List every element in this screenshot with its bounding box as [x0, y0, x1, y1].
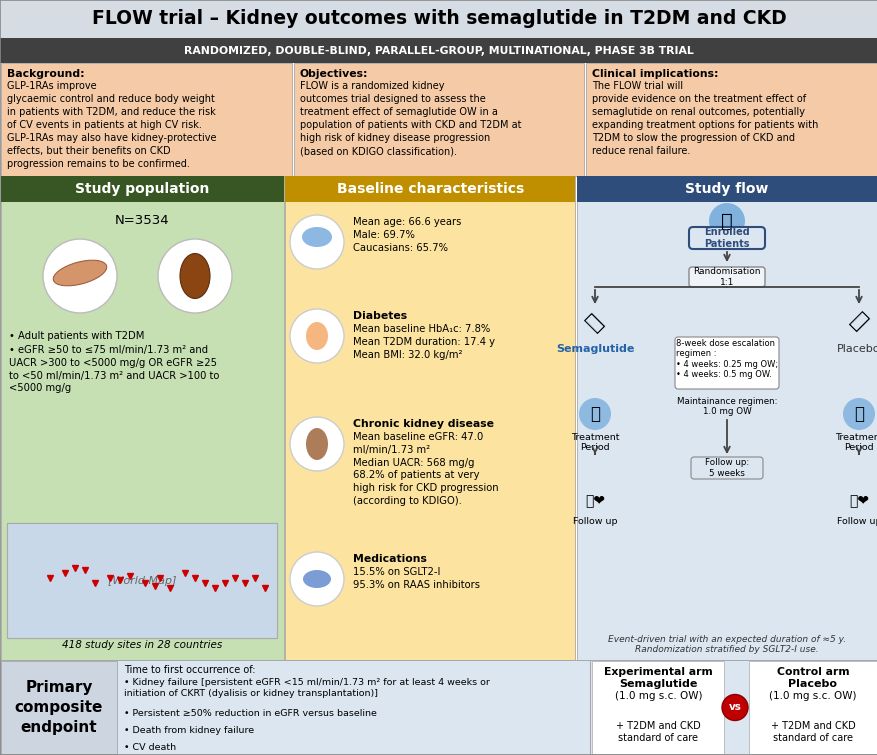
Text: Placebo: Placebo	[788, 679, 837, 689]
Text: Mean age: 66.6 years
Male: 69.7%
Caucasians: 65.7%: Mean age: 66.6 years Male: 69.7% Caucasi…	[353, 217, 460, 253]
FancyBboxPatch shape	[0, 0, 877, 38]
Text: 👥: 👥	[720, 211, 732, 230]
FancyBboxPatch shape	[7, 523, 276, 638]
Text: 15.5% on SGLT2-I
95.3% on RAAS inhibitors: 15.5% on SGLT2-I 95.3% on RAAS inhibitor…	[353, 567, 480, 590]
Text: RANDOMIZED, DOUBLE-BLIND, PARALLEL-GROUP, MULTINATIONAL, PHASE 3B TRIAL: RANDOMIZED, DOUBLE-BLIND, PARALLEL-GROUP…	[184, 45, 693, 56]
Circle shape	[289, 309, 344, 363]
Text: 8-week dose escalation
regimen :
• 4 weeks: 0.25 mg OW;
• 4 weeks: 0.5 mg OW.: 8-week dose escalation regimen : • 4 wee…	[675, 339, 777, 379]
Text: Event-driven trial with an expected duration of ≈5 y.
Randomization stratified b: Event-driven trial with an expected dura…	[607, 635, 845, 654]
Text: • Kidney failure [persistent eGFR <15 ml/min/1.73 m² for at least 4 weeks or
ini: • Kidney failure [persistent eGFR <15 ml…	[124, 678, 489, 698]
Text: Maintainance regimen:
1.0 mg OW: Maintainance regimen: 1.0 mg OW	[676, 397, 776, 417]
Text: • Persistent ≥50% reduction in eGFR versus baseline: • Persistent ≥50% reduction in eGFR vers…	[124, 709, 376, 718]
FancyBboxPatch shape	[690, 457, 762, 479]
Text: 👥: 👥	[853, 405, 863, 423]
Circle shape	[43, 239, 117, 313]
Text: + T2DM and CKD
standard of care: + T2DM and CKD standard of care	[616, 721, 700, 743]
Text: 💉: 💉	[582, 310, 606, 334]
FancyBboxPatch shape	[7, 523, 276, 638]
Text: Mean baseline eGFR: 47.0
ml/min/1.73 m²
Median UACR: 568 mg/g
68.2% of patients : Mean baseline eGFR: 47.0 ml/min/1.73 m² …	[353, 432, 498, 506]
Circle shape	[158, 239, 232, 313]
Ellipse shape	[306, 428, 328, 460]
Text: Treatment
Period: Treatment Period	[834, 433, 877, 452]
FancyBboxPatch shape	[688, 267, 764, 287]
Text: Background:: Background:	[7, 69, 84, 79]
Text: Placebo: Placebo	[837, 344, 877, 354]
Text: Diabetes: Diabetes	[353, 311, 407, 321]
Text: Study flow: Study flow	[685, 182, 767, 196]
Text: (1.0 mg s.c. OW): (1.0 mg s.c. OW)	[768, 691, 856, 701]
Ellipse shape	[180, 254, 210, 298]
Circle shape	[289, 215, 344, 269]
Text: kidney: kidney	[181, 272, 209, 281]
Text: Primary
composite
endpoint: Primary composite endpoint	[15, 680, 103, 735]
FancyBboxPatch shape	[748, 661, 876, 754]
FancyBboxPatch shape	[688, 227, 764, 249]
Text: FLOW trial – Kidney outcomes with semaglutide in T2DM and CKD: FLOW trial – Kidney outcomes with semagl…	[91, 10, 786, 29]
Text: • eGFR ≥50 to ≤75 ml/min/1.73 m² and
UACR >300 to <5000 mg/g OR eGFR ≥25
to <50 : • eGFR ≥50 to ≤75 ml/min/1.73 m² and UAC…	[9, 345, 219, 393]
Text: 🫀❤: 🫀❤	[584, 494, 604, 508]
Text: Follow up: Follow up	[836, 517, 877, 526]
Text: Experimental arm: Experimental arm	[603, 667, 712, 677]
FancyBboxPatch shape	[576, 176, 876, 202]
Ellipse shape	[302, 227, 332, 247]
Text: Control arm: Control arm	[776, 667, 848, 677]
Ellipse shape	[53, 260, 107, 286]
Text: • CV death: • CV death	[124, 743, 176, 752]
Circle shape	[842, 398, 874, 430]
FancyBboxPatch shape	[576, 176, 876, 660]
Ellipse shape	[303, 570, 331, 588]
FancyBboxPatch shape	[586, 63, 876, 176]
FancyBboxPatch shape	[1, 176, 283, 202]
Text: FLOW is a randomized kidney
outcomes trial designed to assess the
treatment effe: FLOW is a randomized kidney outcomes tri…	[299, 81, 521, 156]
Text: pancreas: pancreas	[61, 272, 99, 281]
FancyBboxPatch shape	[591, 661, 724, 754]
Circle shape	[289, 552, 344, 606]
Text: (1.0 mg s.c. OW): (1.0 mg s.c. OW)	[614, 691, 702, 701]
FancyBboxPatch shape	[674, 337, 778, 389]
Text: Semaglutide: Semaglutide	[618, 679, 697, 689]
Ellipse shape	[306, 322, 328, 350]
FancyBboxPatch shape	[293, 63, 584, 176]
Text: • Death from kidney failure: • Death from kidney failure	[124, 726, 253, 735]
Text: + T2DM and CKD
standard of care: + T2DM and CKD standard of care	[770, 721, 854, 743]
Text: 418 study sites in 28 countries: 418 study sites in 28 countries	[61, 640, 222, 650]
Text: 💉: 💉	[846, 310, 870, 334]
Text: Randomisation
1:1: Randomisation 1:1	[693, 267, 759, 287]
Text: Baseline characteristics: Baseline characteristics	[337, 182, 524, 196]
Text: The FLOW trial will
provide evidence on the treatment effect of
semaglutide on r: The FLOW trial will provide evidence on …	[592, 81, 817, 156]
FancyBboxPatch shape	[0, 660, 877, 755]
Text: Chronic kidney disease: Chronic kidney disease	[353, 419, 494, 429]
Text: [World Map]: [World Map]	[108, 575, 176, 585]
FancyBboxPatch shape	[1, 661, 117, 754]
Text: Semaglutide: Semaglutide	[555, 344, 633, 354]
Circle shape	[709, 203, 745, 239]
FancyBboxPatch shape	[285, 176, 574, 660]
Text: Follow up:
5 weeks: Follow up: 5 weeks	[704, 458, 748, 478]
FancyBboxPatch shape	[1, 63, 291, 176]
Text: Objectives:: Objectives:	[299, 69, 367, 79]
FancyBboxPatch shape	[285, 176, 574, 202]
Text: Treatment
Period: Treatment Period	[570, 433, 618, 452]
Text: vs: vs	[728, 702, 740, 713]
Text: 👥: 👥	[589, 405, 599, 423]
Text: Follow up: Follow up	[572, 517, 617, 526]
Text: Medications: Medications	[353, 554, 426, 564]
Text: • Adult patients with T2DM: • Adult patients with T2DM	[9, 331, 144, 341]
Circle shape	[578, 398, 610, 430]
Text: Clinical implications:: Clinical implications:	[592, 69, 718, 79]
FancyBboxPatch shape	[0, 38, 877, 63]
Text: 🫀❤: 🫀❤	[848, 494, 868, 508]
Circle shape	[721, 695, 747, 720]
Text: Mean baseline HbA₁c: 7.8%
Mean T2DM duration: 17.4 y
Mean BMI: 32.0 kg/m²: Mean baseline HbA₁c: 7.8% Mean T2DM dura…	[353, 324, 495, 359]
Text: N=3534: N=3534	[115, 214, 169, 227]
Text: Time to first occurrence of:: Time to first occurrence of:	[124, 665, 255, 675]
Text: GLP-1RAs improve
glycaemic control and reduce body weight
in patients with T2DM,: GLP-1RAs improve glycaemic control and r…	[7, 81, 217, 169]
Text: Enrolled
Patients: Enrolled Patients	[703, 227, 749, 249]
FancyBboxPatch shape	[1, 176, 283, 660]
Text: Study population: Study population	[75, 182, 209, 196]
Circle shape	[289, 417, 344, 471]
